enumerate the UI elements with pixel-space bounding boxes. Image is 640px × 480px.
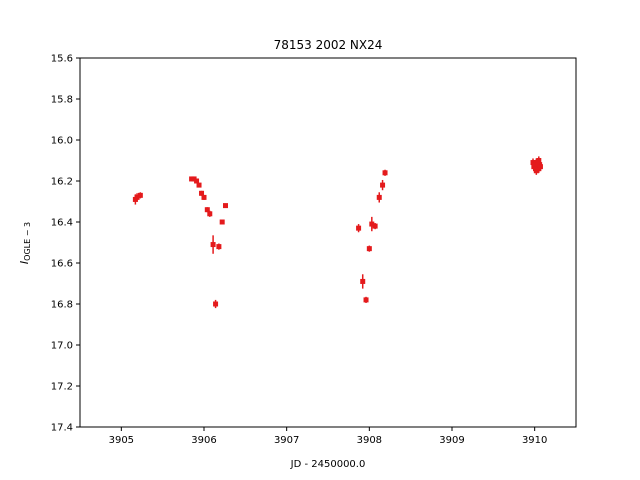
x-tick-label: 3906 — [191, 435, 216, 446]
point-marker — [372, 223, 378, 229]
data-point — [219, 219, 225, 225]
y-tick-label: 15.8 — [51, 95, 73, 106]
point-marker — [222, 203, 228, 209]
point-marker — [199, 190, 205, 196]
point-marker — [536, 158, 542, 163]
data-point — [213, 299, 219, 309]
y-tick-label: 16.6 — [51, 259, 73, 270]
point-marker — [137, 192, 143, 198]
point-marker — [207, 211, 213, 217]
point-marker — [376, 194, 382, 200]
chart-title: 78153 2002 NX24 — [274, 38, 383, 52]
plot-frame — [79, 57, 577, 428]
y-tick-label: 17.0 — [51, 341, 73, 352]
data-point — [360, 274, 366, 289]
data-point — [536, 156, 542, 165]
y-tick-label: 16.2 — [51, 177, 73, 188]
x-tick-label: 3908 — [357, 435, 382, 446]
data-point — [380, 179, 386, 191]
data-points — [132, 156, 543, 309]
data-point — [363, 296, 369, 303]
data-point — [134, 193, 140, 202]
data-point — [533, 166, 539, 175]
y-tick-label: 16.8 — [51, 300, 73, 311]
point-marker — [382, 170, 388, 176]
data-point — [366, 245, 372, 252]
point-marker — [219, 219, 225, 225]
y-axis-label-sub: OGLE − 3 — [23, 222, 32, 261]
data-point — [537, 162, 543, 171]
data-point — [372, 223, 378, 230]
data-point — [210, 235, 216, 254]
y-axis-label: IOGLE − 3 — [18, 222, 32, 264]
point-marker — [366, 246, 372, 252]
y-tick-label: 17.4 — [51, 423, 73, 434]
x-axis-ticks: 3905 3906 3907 3908 3909 3910 — [109, 427, 547, 446]
y-tick-label: 15.6 — [51, 54, 73, 65]
data-point — [376, 192, 382, 203]
data-point — [196, 182, 202, 188]
data-point — [137, 192, 143, 199]
data-point — [356, 224, 362, 233]
y-axis-label-main: I — [18, 261, 31, 264]
point-marker — [213, 301, 219, 307]
data-point — [382, 169, 388, 176]
point-marker — [356, 225, 362, 231]
data-point — [207, 210, 213, 217]
point-marker — [210, 242, 216, 248]
point-marker — [360, 278, 366, 284]
point-marker — [194, 178, 200, 184]
point-marker — [380, 182, 386, 188]
data-point — [216, 243, 222, 250]
point-marker — [537, 164, 543, 170]
data-point — [201, 194, 207, 200]
point-marker — [201, 194, 207, 200]
x-axis-label: JD - 2450000.0 — [290, 459, 366, 470]
point-marker — [369, 221, 375, 227]
point-marker — [363, 297, 369, 303]
point-marker — [196, 182, 202, 188]
y-tick-label: 17.2 — [51, 382, 73, 393]
plot-area — [80, 58, 576, 427]
x-tick-label: 3907 — [274, 435, 299, 446]
point-marker — [204, 207, 210, 213]
x-tick-label: 3910 — [522, 435, 547, 446]
x-tick-label: 3909 — [439, 435, 464, 446]
point-marker — [533, 168, 539, 174]
data-point — [222, 203, 228, 209]
y-tick-label: 16.4 — [51, 218, 73, 229]
y-tick-label: 16.0 — [51, 136, 73, 147]
data-point — [194, 178, 200, 184]
data-point — [369, 216, 375, 232]
x-tick-label: 3905 — [109, 435, 134, 446]
point-marker — [216, 244, 222, 250]
y-axis-ticks: 15.6 15.8 16.0 16.2 16.4 16.6 16.8 17.0 17.2 17.4 — [51, 54, 80, 434]
point-marker — [134, 194, 140, 200]
